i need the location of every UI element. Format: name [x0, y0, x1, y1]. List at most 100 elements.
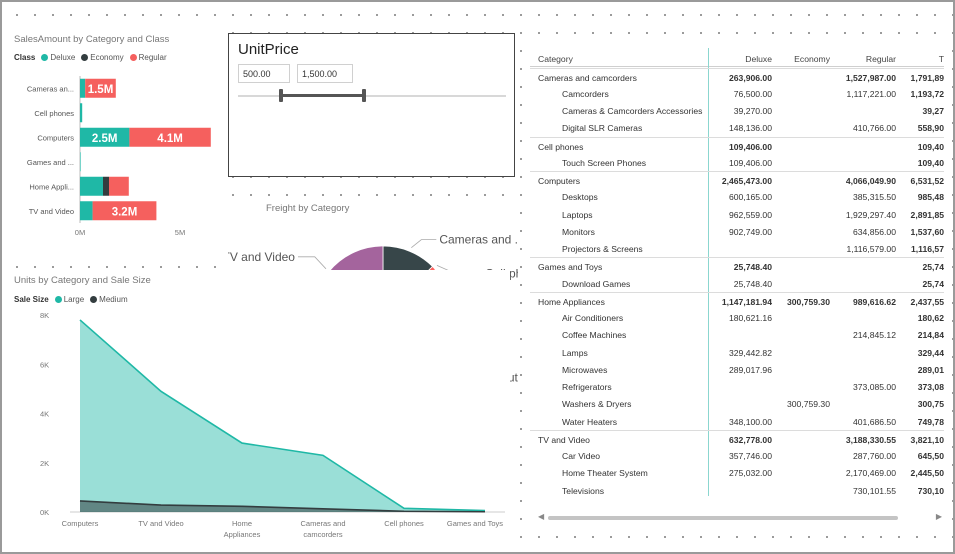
matrix-subcategory-row[interactable]: Desktops 600,165.00 385,315.50 985,48: [530, 188, 944, 205]
units-area-chart-visual[interactable]: Units by Category and Sale Size Sale Siz…: [10, 270, 510, 548]
matrix-category-row[interactable]: Cameras and camcorders 263,906.00 1,527,98…: [530, 67, 944, 85]
unitprice-slicer[interactable]: UnitPrice 500.00 1,500.00: [228, 33, 515, 177]
bar-segment-regular[interactable]: [92, 201, 157, 221]
matrix-cell-regular: 1,527,987.00: [845, 72, 896, 83]
scroll-right-icon[interactable]: ▶: [935, 512, 942, 521]
matrix-cell-category: Refrigerators: [562, 382, 612, 392]
area-x-tick-label: Home: [232, 519, 252, 528]
matrix-cell-total: 25,74: [922, 262, 944, 273]
bar-segment-regular[interactable]: [109, 176, 129, 196]
matrix-subcategory-row[interactable]: Touch Screen Phones 109,406.00 109,40: [530, 154, 944, 171]
bar-segment-deluxe[interactable]: [80, 103, 83, 123]
matrix-cell-category: Games and Toys: [538, 262, 603, 273]
matrix-category-row[interactable]: TV and Video 632,778.00 3,188,330.55 3,821,…: [530, 429, 944, 447]
legend-large[interactable]: Large: [54, 295, 84, 304]
matrix-cell-category: Computers: [538, 176, 581, 186]
sales-matrix[interactable]: Category Deluxe Economy Regular T Camera…: [530, 48, 944, 524]
legend-deluxe-label: Deluxe: [50, 53, 76, 62]
area-chart-plot: 0K 2K 4K 6K 8K Computers TV and Video Home Appli…: [40, 311, 505, 539]
legend-economy-label: Economy: [90, 53, 124, 62]
matrix-subcategory-row[interactable]: Coffee Machines 214,845.12 214,84: [530, 326, 944, 343]
matrix-cell-deluxe: 180,621.16: [728, 313, 772, 323]
bar-chart-title: SalesAmount by Category and Class: [14, 34, 170, 45]
header-regular[interactable]: Regular: [865, 54, 896, 64]
matrix-cell-category: Water Heaters: [562, 416, 618, 427]
legend-deluxe[interactable]: Deluxe: [41, 53, 75, 62]
area-x-tick-label: Cell phones: [384, 519, 424, 528]
matrix-cell-deluxe: 25,748.40: [733, 278, 772, 289]
bar-segment-deluxe[interactable]: [80, 78, 86, 98]
matrix-cell-category: Air Conditioners: [562, 313, 624, 323]
area-y-tick-label: 6K: [40, 360, 49, 369]
matrix-subcategory-row[interactable]: Car Video 357,746.00 287,760.00 645,50: [530, 447, 944, 464]
donut-leader-line: [297, 256, 327, 270]
matrix-subcategory-row[interactable]: Camcorders 76,500.00 1,117,221.00 1,193,72: [530, 85, 944, 102]
matrix-cell-regular: 989,616.62: [852, 296, 896, 307]
slicer-min-handle[interactable]: [278, 89, 283, 102]
bar-segment-regular[interactable]: [129, 127, 211, 147]
bar-segment-deluxe[interactable]: [80, 176, 103, 196]
matrix-cell-regular: 373,085.00: [852, 382, 896, 392]
slicer-min-input[interactable]: 500.00: [238, 64, 290, 83]
bar-segment-deluxe[interactable]: [80, 152, 81, 172]
matrix-subcategory-row[interactable]: Air Conditioners 180,621.16 180,62: [530, 309, 944, 326]
matrix-subcategory-row[interactable]: Televisions 730,101.55 730,10: [530, 482, 944, 499]
matrix-cell-total: 1,116,57: [911, 244, 944, 254]
matrix-cell-total: 180,62: [917, 313, 944, 323]
legend-economy[interactable]: Economy: [81, 53, 124, 62]
scroll-left-icon[interactable]: ◀: [538, 512, 545, 521]
area-y-tick-label: 8K: [40, 311, 49, 320]
header-total[interactable]: T: [938, 54, 944, 64]
area-x-tick-label: Computers: [62, 519, 99, 528]
matrix-category-row[interactable]: Games and Toys 25,748.40 25,74: [530, 257, 944, 274]
bar-segment-regular[interactable]: [85, 78, 116, 98]
matrix-cell-total: 985,48: [917, 192, 944, 203]
area-y-tick-label: 4K: [40, 410, 49, 419]
matrix-subcategory-row[interactable]: Download Games 25,748.40 25,74: [530, 275, 944, 292]
matrix-subcategory-row[interactable]: Water Heaters 348,100.00 401,686.50 749,78: [530, 413, 944, 430]
matrix-cell-total: 1,193,72: [910, 88, 944, 99]
matrix-cell-deluxe: 109,406.00: [728, 141, 772, 152]
matrix-subcategory-row[interactable]: Washers & Dryers 300,759.30 300,75: [530, 395, 944, 412]
slicer-max-handle[interactable]: [361, 89, 366, 102]
matrix-cell-total: 1,537,60: [910, 226, 944, 237]
legend-medium[interactable]: Medium: [90, 295, 128, 304]
matrix-subcategory-row[interactable]: Projectors & Screens 1,116,579.00 1,116,57: [530, 240, 944, 257]
matrix-cell-regular: 214,845.12: [852, 330, 896, 341]
legend-regular[interactable]: Regular: [129, 53, 167, 62]
matrix-cell-regular: 634,856.00: [852, 226, 896, 237]
area-fill-medium[interactable]: [80, 500, 485, 512]
matrix-subcategory-row[interactable]: Microwaves 289,017.96 289,01: [530, 361, 944, 378]
matrix-category-row[interactable]: Cell phones 109,406.00 109,40: [530, 136, 944, 154]
matrix-subcategory-row[interactable]: Cameras & Camcorders Accessories 39,270.0…: [530, 102, 944, 119]
header-deluxe[interactable]: Deluxe: [745, 54, 772, 64]
header-category[interactable]: Category: [538, 54, 573, 64]
bar-category-label: Computers: [37, 133, 74, 142]
sales-bar-chart-visual[interactable]: SalesAmount by Category and Class Class …: [10, 30, 224, 254]
matrix-category-row[interactable]: Computers 2,465,473.00 4,066,049.90 6,531,5…: [530, 171, 944, 188]
matrix-horizontal-scrollbar[interactable]: ◀ ▶: [538, 512, 942, 522]
matrix-cell-total: 558,90: [917, 123, 944, 134]
matrix-subcategory-row[interactable]: Monitors 902,749.00 634,856.00 1,537,60: [530, 223, 944, 240]
matrix-subcategory-row[interactable]: Home Theater System 275,032.00 2,170,469.0…: [530, 464, 944, 481]
matrix-subcategory-row[interactable]: Laptops 962,559.00 1,929,297.40 2,891,85: [530, 206, 944, 223]
slicer-track[interactable]: [238, 95, 506, 97]
area-fill-large[interactable]: [80, 319, 485, 512]
matrix-category-row[interactable]: Home Appliances 1,147,181.94 300,759.30 989…: [530, 291, 944, 309]
scrollbar-thumb[interactable]: [548, 516, 898, 520]
matrix-subcategory-row[interactable]: Lamps 329,442.82 329,44: [530, 344, 944, 361]
matrix-cell-category: Coffee Machines: [562, 330, 627, 341]
bar-segment-deluxe[interactable]: [80, 127, 130, 147]
bar-segment-deluxe[interactable]: [80, 201, 93, 221]
slicer-max-input[interactable]: 1,500.00: [297, 64, 353, 83]
bar-segment-economy[interactable]: [103, 176, 109, 196]
bar-legend-title: Class: [14, 53, 36, 62]
area-x-tick-label: Games and Toys: [447, 519, 503, 528]
bar-data-label: 3.2M: [112, 206, 138, 218]
header-economy[interactable]: Economy: [794, 54, 830, 64]
area-x-tick-label: Appliances: [224, 530, 261, 539]
matrix-cell-regular: 385,315.50: [852, 192, 896, 203]
matrix-subcategory-row[interactable]: Refrigerators 373,085.00 373,08: [530, 378, 944, 395]
matrix-subcategory-row[interactable]: Digital SLR Cameras 148,136.00 410,766.00 5…: [530, 119, 944, 136]
bar-category-label: TV and Video: [29, 207, 74, 216]
